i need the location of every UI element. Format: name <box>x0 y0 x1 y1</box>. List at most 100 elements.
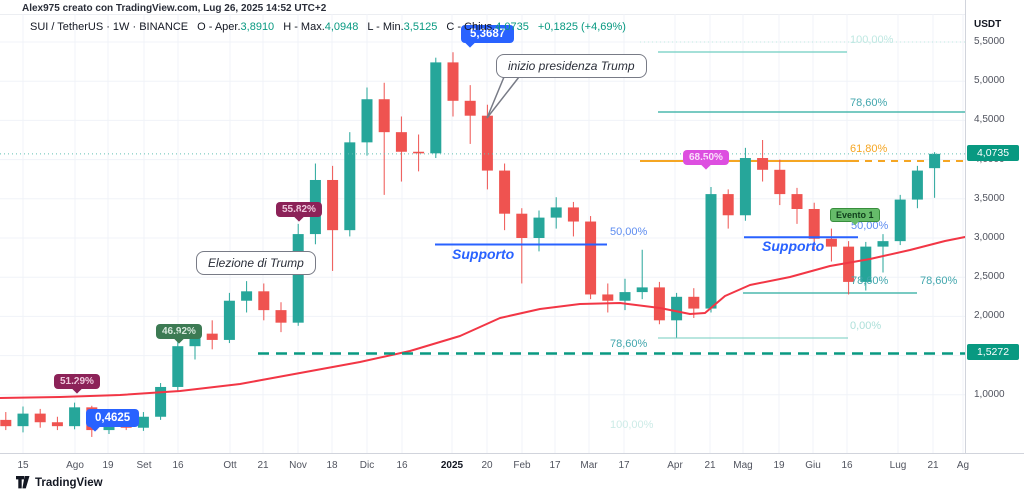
support-text-annotation[interactable]: Supporto <box>452 246 515 262</box>
time-axis[interactable]: 15 Ago 19 Set 16 Ott 21 Nov 18 Dic 16 2025 20 Feb 17 Ma… <box>0 453 1024 497</box>
candle <box>860 246 872 282</box>
candle <box>69 407 81 427</box>
chart-badge[interactable]: 0,4625 <box>86 409 140 427</box>
chart-badge[interactable]: Evento 1 <box>830 208 880 222</box>
candle <box>34 413 46 423</box>
time-axis-label: Feb <box>513 460 531 471</box>
callout-note[interactable]: inizio presidenza Trump <box>496 54 647 78</box>
time-axis-label: Nov <box>289 460 307 471</box>
time-axis-label: 15 <box>17 460 29 471</box>
moving-average-line[interactable] <box>0 236 966 399</box>
legend-close: C - Chius.4,0735 <box>446 21 529 33</box>
price-axis-label: 1,0000 <box>974 388 1005 400</box>
candle <box>223 300 235 340</box>
time-axis-label: Ag <box>956 460 970 471</box>
chart-badge[interactable]: 5,3687 <box>461 25 515 43</box>
time-axis-label: 16 <box>841 460 853 471</box>
candle <box>585 221 597 295</box>
time-axis-label: Ago <box>66 460 84 471</box>
legend-high: H - Max.4,0948 <box>283 21 359 33</box>
chart-badge[interactable]: 55.82% <box>276 202 322 217</box>
support-text-annotation[interactable]: Supporto <box>762 238 825 254</box>
candle <box>292 234 304 323</box>
candle <box>499 170 511 214</box>
price-axis-badge: 1,5272 <box>967 344 1019 361</box>
candle <box>567 207 579 222</box>
candle <box>739 158 751 216</box>
price-axis-label: 5,5000 <box>974 36 1005 47</box>
time-axis-label: Lug <box>889 460 907 471</box>
callout-tail <box>486 76 521 119</box>
candle <box>825 238 837 247</box>
legend-open: O - Aper.3,8910 <box>197 21 275 33</box>
price-axis-badge: 4,0735 <box>967 144 1019 161</box>
candle <box>155 386 167 417</box>
chart-badge[interactable]: 51.29% <box>54 374 100 389</box>
candle <box>894 199 906 242</box>
time-axis-label: Giu <box>805 460 821 471</box>
candle <box>636 287 648 293</box>
time-axis-label: Mar <box>580 460 598 471</box>
candle <box>688 296 700 309</box>
candle <box>464 100 476 116</box>
symbol-legend[interactable]: SUI / TetherUS · 1W · BINANCE O - Aper.3… <box>30 21 626 33</box>
time-axis-label: 16 <box>172 460 184 471</box>
time-axis-label: 2025 <box>440 460 464 471</box>
candle <box>757 158 769 170</box>
time-axis-label: Ott <box>223 460 237 471</box>
candle <box>0 419 12 427</box>
time-axis-label: 21 <box>257 460 269 471</box>
time-axis-label: 17 <box>549 460 561 471</box>
candle <box>808 208 820 239</box>
time-axis-label: Mag <box>733 460 753 471</box>
time-axis-label: Set <box>136 460 152 471</box>
candle <box>774 169 786 195</box>
candle <box>51 422 63 427</box>
candle <box>619 292 631 301</box>
candle <box>843 246 855 282</box>
price-axis-label: 2,0000 <box>974 310 1005 322</box>
candle <box>258 291 270 311</box>
chart-badge[interactable]: 46.92% <box>156 324 202 339</box>
candle <box>911 170 923 200</box>
candle <box>533 217 545 238</box>
callout-note[interactable]: Elezione di Trump <box>196 251 316 275</box>
time-axis-label: 19 <box>102 460 114 471</box>
watermark: Alex975 creato con TradingView.com, Lug … <box>22 3 327 14</box>
price-axis-label: 5,0000 <box>974 75 1005 87</box>
candle <box>395 132 407 152</box>
candle <box>447 62 459 101</box>
candle <box>722 194 734 216</box>
tradingview-logo-icon <box>16 476 30 489</box>
candle <box>430 62 442 154</box>
tradingview-logo[interactable]: TradingView <box>16 476 103 489</box>
candle <box>481 115 493 171</box>
candle <box>550 207 562 218</box>
price-axis-label: 2,5000 <box>974 271 1005 283</box>
chart-badge[interactable]: 68.50% <box>683 150 729 165</box>
time-axis-label: Dic <box>359 460 375 471</box>
candle <box>361 99 373 143</box>
time-axis-label: 20 <box>481 460 493 471</box>
time-axis-label: 21 <box>927 460 939 471</box>
candle <box>137 416 149 428</box>
price-axis[interactable]: USDT 5,50005,00004,50004,00003,50003,000… <box>965 0 1024 453</box>
candle <box>206 333 218 340</box>
candle <box>378 99 390 133</box>
price-axis-label: 4,5000 <box>974 114 1005 126</box>
time-axis-label: 18 <box>326 460 338 471</box>
symbol-title: SUI / TetherUS · 1W · BINANCE <box>30 21 189 33</box>
price-axis-label: 3,5000 <box>974 192 1005 204</box>
tradingview-logo-text: TradingView <box>35 476 103 489</box>
time-axis-label: 16 <box>396 460 408 471</box>
candle <box>172 346 184 387</box>
candle <box>413 151 425 154</box>
candle <box>275 310 287 323</box>
candle <box>877 241 889 247</box>
time-axis-label: 19 <box>773 460 785 471</box>
candle <box>327 179 339 231</box>
price-axis-label: 3,0000 <box>974 232 1005 243</box>
time-axis-label: Apr <box>667 460 683 471</box>
